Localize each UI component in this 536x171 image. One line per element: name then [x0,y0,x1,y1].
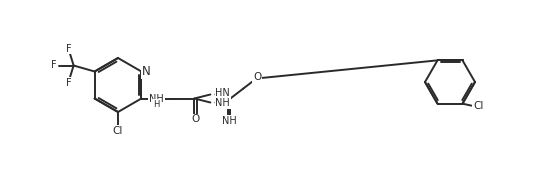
Text: Cl: Cl [473,101,483,111]
Text: O: O [253,73,262,82]
Text: F: F [51,61,56,70]
Text: NH: NH [222,115,237,126]
Text: NH: NH [149,95,164,104]
Text: HN: HN [215,89,230,98]
Text: H: H [153,100,160,109]
Text: O: O [191,115,199,124]
Text: NH: NH [215,98,230,109]
Text: F: F [66,43,71,54]
Text: Cl: Cl [113,126,123,136]
Text: F: F [66,77,71,88]
Text: N: N [142,65,151,78]
